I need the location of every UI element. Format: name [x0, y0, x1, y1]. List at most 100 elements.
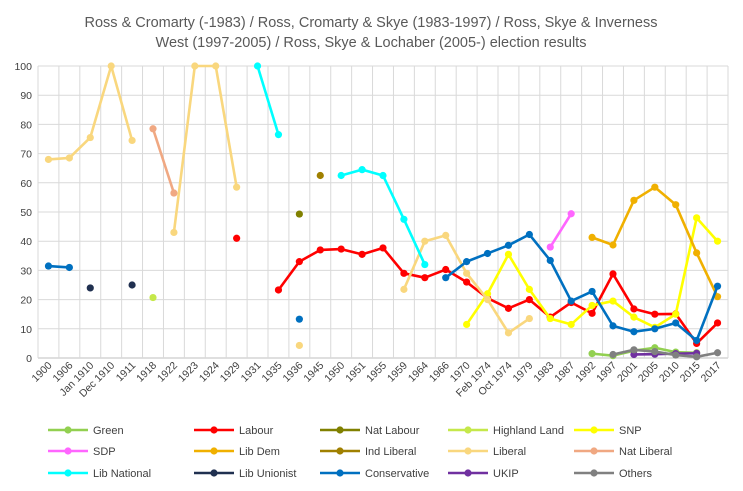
data-point — [546, 314, 554, 323]
legend-swatch-marker — [464, 447, 472, 455]
data-point — [442, 274, 450, 282]
series-lib-national — [253, 62, 429, 269]
legend-swatch-marker — [336, 469, 344, 477]
legend-item: Liberal — [448, 446, 526, 458]
legend-item: Green — [48, 425, 124, 437]
data-point — [588, 287, 596, 296]
x-tick-label: 2010 — [657, 360, 682, 385]
series-line — [549, 213, 573, 248]
data-point — [442, 231, 450, 239]
data-point — [713, 349, 722, 357]
data-point — [525, 314, 533, 323]
series-nat-labour — [295, 210, 303, 218]
x-tick-label: 1950 — [322, 360, 347, 385]
x-tick-label: 2001 — [615, 360, 640, 385]
data-point — [630, 328, 638, 336]
x-tick-label: 2015 — [678, 360, 703, 385]
data-point — [400, 285, 408, 293]
data-point — [713, 319, 722, 327]
data-point — [525, 296, 533, 304]
x-tick-label: 1964 — [406, 360, 431, 385]
y-tick-label: 80 — [20, 119, 32, 131]
legend-label: Others — [619, 468, 653, 480]
series-ind-liberal — [316, 171, 324, 180]
data-point — [588, 350, 596, 358]
series-line — [172, 64, 238, 233]
data-point — [44, 155, 53, 164]
data-point — [609, 350, 617, 359]
data-point — [609, 297, 617, 305]
data-point — [630, 305, 638, 313]
data-point — [672, 310, 680, 318]
legend-item: Ind Liberal — [320, 446, 416, 458]
legend-swatch-marker — [210, 447, 218, 455]
data-point — [693, 249, 701, 257]
chart-title-line-1: Ross & Cromarty (-1983) / Ross, Cromarty… — [85, 15, 658, 31]
legend-swatch-marker — [210, 469, 218, 477]
data-point — [295, 315, 303, 323]
data-point — [588, 233, 596, 242]
x-tick-label: 1918 — [134, 360, 159, 385]
x-tick-label: 1923 — [176, 360, 201, 385]
x-tick-label: 1959 — [385, 360, 410, 385]
x-tick-label: 1966 — [427, 360, 452, 385]
series-lib-dem — [588, 183, 722, 301]
legend-item: Labour — [194, 425, 274, 437]
legend-item: Lib Unionist — [194, 468, 296, 480]
legend-item: Others — [574, 468, 653, 480]
series-highland-land — [149, 293, 157, 302]
legend-label: Green — [93, 425, 124, 437]
x-tick-label: 1945 — [301, 360, 326, 385]
legend-item: Lib Dem — [194, 446, 280, 458]
data-point — [588, 309, 596, 317]
series-line — [444, 233, 719, 342]
data-point — [379, 244, 387, 252]
y-tick-label: 100 — [14, 61, 32, 73]
legend-swatch-marker — [210, 426, 218, 434]
x-tick-label: 1997 — [594, 360, 619, 385]
x-tick-label: 2017 — [699, 360, 724, 385]
x-tick-label: 1931 — [239, 360, 264, 385]
data-point — [693, 336, 701, 345]
data-point — [504, 304, 513, 312]
data-point — [295, 341, 303, 350]
legend-swatch-marker — [64, 426, 72, 434]
data-point — [337, 171, 345, 180]
data-point — [630, 196, 638, 204]
data-point — [630, 313, 638, 321]
x-tick-label: 1922 — [155, 360, 180, 385]
legend-label: Lib National — [93, 468, 151, 480]
data-point — [421, 237, 429, 245]
legend-swatch-marker — [64, 469, 72, 477]
data-point — [588, 301, 596, 310]
data-point — [463, 320, 471, 329]
data-point — [170, 189, 178, 197]
series-liberal — [44, 62, 533, 350]
x-tick-label: 1987 — [552, 360, 577, 385]
legend-label: Lib Unionist — [239, 468, 296, 480]
x-tick-label: 1929 — [218, 360, 243, 385]
legend-label: Liberal — [493, 446, 526, 458]
legend-label: Ind Liberal — [365, 446, 416, 458]
data-point — [212, 62, 220, 70]
data-point — [483, 249, 492, 258]
data-point — [546, 243, 554, 251]
legend-label: SDP — [93, 446, 116, 458]
x-tick-label: 1900 — [30, 360, 55, 385]
legend: Green Labour Nat Labour Highland Land SNP SDP… — [48, 425, 672, 480]
legend-item: SDP — [48, 446, 116, 458]
y-tick-label: 30 — [20, 265, 32, 277]
x-tick-label: 1979 — [510, 360, 535, 385]
legend-label: SNP — [619, 425, 642, 437]
data-point — [400, 215, 408, 223]
data-point — [44, 262, 53, 270]
y-tick-label: 60 — [20, 178, 32, 190]
data-point — [316, 246, 324, 254]
legend-item: Lib National — [48, 468, 151, 480]
y-tick-label: 50 — [20, 207, 32, 219]
data-point — [504, 250, 513, 258]
data-point — [504, 241, 513, 249]
series-line — [277, 246, 719, 345]
data-point — [651, 347, 659, 356]
